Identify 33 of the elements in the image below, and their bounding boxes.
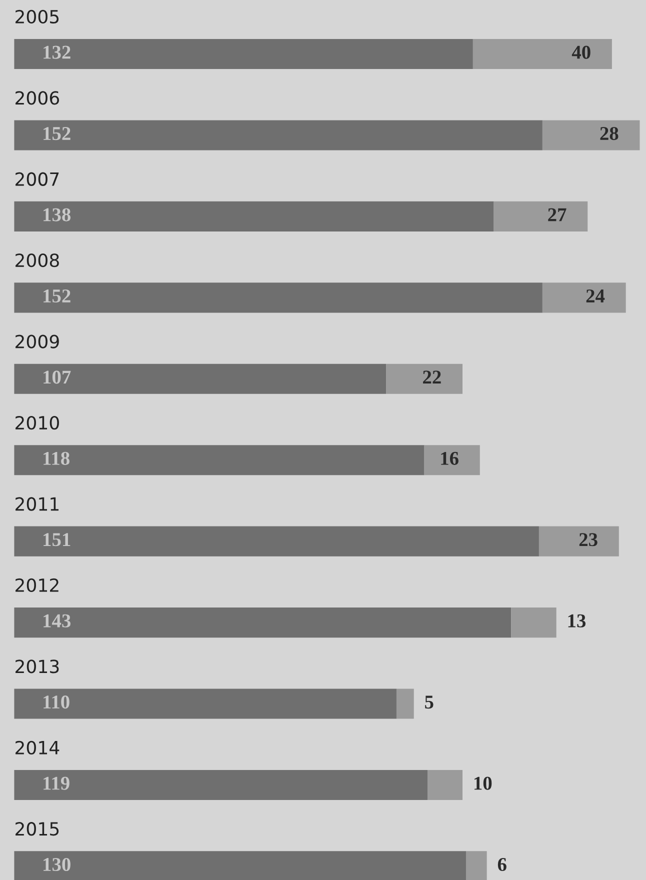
data-label: 130 (44, 858, 70, 872)
data-label: 118 (44, 452, 70, 465)
data-label: 5 (425, 696, 434, 709)
y-tick-label: 2008 (16, 254, 59, 268)
y-tick-label: 2012 (16, 578, 58, 592)
y-tick-label: 2005 (16, 10, 59, 24)
y-tick-label: 2015 (16, 822, 59, 836)
data-label: 28 (600, 126, 618, 140)
data-label: 13 (568, 614, 586, 628)
data-label: 22 (423, 370, 441, 384)
y-tick-label: 2011 (16, 497, 58, 511)
data-label: 107 (44, 370, 71, 384)
y-tick-label: 2009 (16, 334, 59, 348)
data-label: 6 (498, 858, 506, 872)
y-tick-label: 2013 (16, 660, 59, 674)
data-label: 143 (44, 614, 71, 628)
data-label: 23 (579, 533, 598, 546)
data-label: 16 (441, 452, 458, 465)
data-label: 110 (44, 696, 70, 709)
data-label: 10 (474, 776, 492, 790)
data-label: 24 (586, 289, 605, 302)
y-tick-label: 2014 (16, 740, 60, 754)
y-tick-label: 2007 (16, 172, 59, 186)
data-label: 132 (44, 46, 70, 59)
y-tick-label: 2006 (16, 91, 60, 105)
data-label: 138 (44, 208, 71, 222)
data-label: 152 (44, 289, 70, 303)
data-label: 119 (44, 776, 70, 790)
data-label: 152 (44, 127, 70, 140)
data-label: 151 (44, 533, 70, 546)
data-label: 40 (572, 46, 590, 59)
data-label: 27 (548, 208, 566, 222)
y-tick-label: 2010 (16, 416, 59, 430)
